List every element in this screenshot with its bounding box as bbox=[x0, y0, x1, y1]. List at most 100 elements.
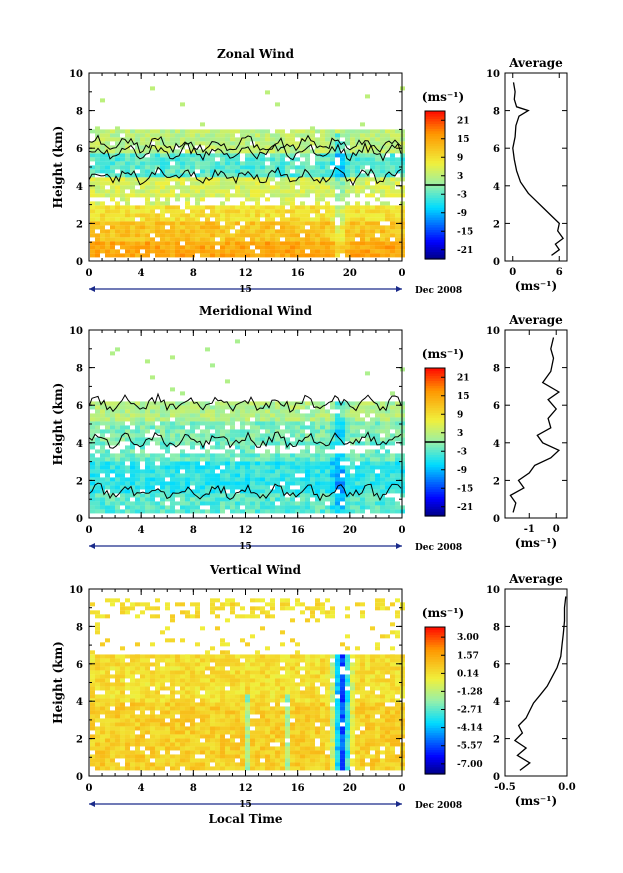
field-cell bbox=[315, 453, 320, 458]
field-cell bbox=[180, 233, 185, 238]
field-cell bbox=[340, 437, 345, 442]
field-cell bbox=[290, 417, 295, 422]
field-cell bbox=[380, 193, 385, 198]
field-cell bbox=[190, 249, 195, 254]
colorbar-segment bbox=[425, 202, 445, 206]
field-cell bbox=[245, 730, 250, 735]
field-cell bbox=[385, 437, 390, 442]
colorbar-segment bbox=[425, 446, 445, 450]
field-cell bbox=[190, 453, 195, 458]
field-cell bbox=[245, 762, 250, 767]
field-cell bbox=[90, 445, 95, 450]
field-cell bbox=[175, 421, 180, 426]
field-cell bbox=[225, 678, 230, 683]
field-cell bbox=[170, 253, 175, 258]
field-cell bbox=[170, 157, 175, 162]
field-cell bbox=[330, 169, 335, 174]
field-cell bbox=[95, 622, 100, 627]
field-cell bbox=[285, 501, 290, 506]
field-cell bbox=[385, 481, 390, 486]
field-cell bbox=[345, 137, 350, 142]
field-cell bbox=[365, 401, 370, 406]
field-cell bbox=[340, 441, 345, 446]
field-cell bbox=[210, 610, 215, 615]
field-cell bbox=[245, 658, 250, 663]
field-cell bbox=[150, 149, 155, 154]
field-cell bbox=[290, 497, 295, 502]
field-cell bbox=[165, 714, 170, 719]
field-cell bbox=[315, 137, 320, 142]
field-cell bbox=[360, 145, 365, 150]
field-cell bbox=[320, 193, 325, 198]
field-cell bbox=[220, 145, 225, 150]
field-cell bbox=[215, 598, 220, 603]
field-cell bbox=[280, 209, 285, 214]
field-cell bbox=[95, 694, 100, 699]
field-cell bbox=[180, 690, 185, 695]
field-cell bbox=[115, 441, 120, 446]
field-cell bbox=[155, 690, 160, 695]
field-cell bbox=[370, 465, 375, 470]
field-cell bbox=[145, 233, 150, 238]
field-cell bbox=[315, 169, 320, 174]
field-cell bbox=[365, 501, 370, 506]
field-cell bbox=[245, 421, 250, 426]
field-cell bbox=[390, 433, 395, 438]
field-cell bbox=[215, 457, 220, 462]
field-cell bbox=[225, 746, 230, 751]
field-cell bbox=[125, 457, 130, 462]
field-cell bbox=[125, 205, 130, 210]
field-cell bbox=[270, 249, 275, 254]
field-cell bbox=[175, 762, 180, 767]
field-cell bbox=[220, 666, 225, 671]
field-cell bbox=[275, 457, 280, 462]
field-cell bbox=[335, 141, 340, 146]
field-cell bbox=[165, 750, 170, 755]
field-cell bbox=[145, 129, 150, 134]
field-cell bbox=[330, 413, 335, 418]
field-cell bbox=[200, 417, 205, 422]
field-cell bbox=[375, 253, 380, 258]
field-cell bbox=[135, 441, 140, 446]
field-cell bbox=[155, 714, 160, 719]
field-cell bbox=[170, 185, 175, 190]
field-cell bbox=[120, 766, 125, 771]
field-cell bbox=[180, 213, 185, 218]
field-cell bbox=[140, 129, 145, 134]
field-cell bbox=[375, 437, 380, 442]
field-cell bbox=[210, 433, 215, 438]
field-cell bbox=[345, 457, 350, 462]
field-cell bbox=[175, 233, 180, 238]
field-cell bbox=[130, 730, 135, 735]
field-cell bbox=[160, 746, 165, 751]
y-tick-label: 6 bbox=[76, 144, 83, 155]
field-cell bbox=[120, 149, 125, 154]
field-cell bbox=[235, 417, 240, 422]
field-cell bbox=[225, 413, 230, 418]
field-cell bbox=[225, 598, 230, 603]
field-cell bbox=[195, 421, 200, 426]
field-cell bbox=[230, 658, 235, 663]
field-cell bbox=[95, 469, 100, 474]
field-cell bbox=[125, 750, 130, 755]
field-cell bbox=[100, 698, 105, 703]
field-cell bbox=[255, 405, 260, 410]
field-cell bbox=[325, 497, 330, 502]
field-cell bbox=[235, 233, 240, 238]
field-cell bbox=[215, 401, 220, 406]
field-cell bbox=[300, 497, 305, 502]
field-cell bbox=[145, 509, 150, 514]
field-cell bbox=[125, 497, 130, 502]
field-cell bbox=[165, 762, 170, 767]
field-cell bbox=[270, 453, 275, 458]
field-cell bbox=[175, 409, 180, 414]
field-cell bbox=[215, 485, 220, 490]
field-cell bbox=[205, 141, 210, 146]
colorbar-segment bbox=[425, 182, 445, 186]
field-cell bbox=[260, 237, 265, 242]
field-cell bbox=[320, 157, 325, 162]
field-cell bbox=[270, 149, 275, 154]
field-cell bbox=[300, 229, 305, 234]
field-cell bbox=[365, 481, 370, 486]
field-cell bbox=[140, 678, 145, 683]
